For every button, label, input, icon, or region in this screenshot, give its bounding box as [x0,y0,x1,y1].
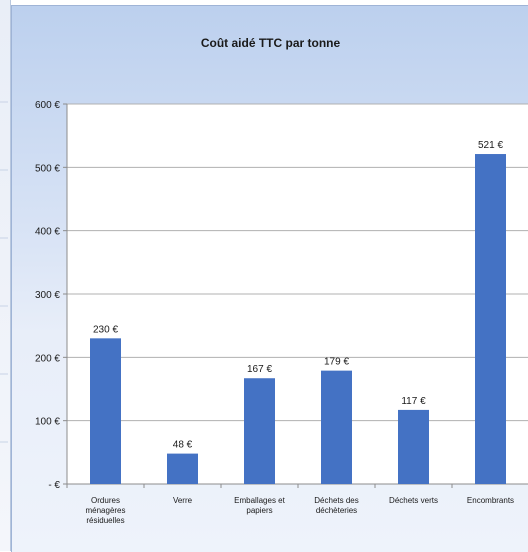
bar [90,338,121,484]
bar [475,154,506,485]
bar [321,370,352,484]
x-tick-label: papiers [246,506,272,515]
bar-value-label: 48 € [173,440,193,451]
x-tick-label: déchèteries [316,506,357,515]
x-tick-label: résiduelles [86,516,124,525]
y-tick-label: 600 € [35,100,60,111]
bar-value-label: 521 € [478,140,503,151]
bar [398,409,429,484]
x-tick-label: Encombrants [467,496,514,505]
x-tick-label: Emballages et [234,496,285,505]
bar-value-label: 230 € [93,324,118,335]
y-tick-label: 300 € [35,290,60,301]
bar-value-label: 117 € [401,396,426,407]
y-tick-label: - € [48,480,60,491]
x-tick-label: ménagères [85,506,125,515]
y-tick-label: 200 € [35,353,60,364]
chart-frame: Coût aidé TTC par tonne - € 100 € 200 € 300… [11,5,528,552]
y-tick-label: 400 € [35,227,60,238]
bar-value-label: 167 € [247,364,272,375]
bar [244,378,275,484]
chart-title: Coût aidé TTC par tonne [200,36,341,50]
bar-value-label: 179 € [324,357,349,368]
left-window-strip [0,0,11,551]
x-tick-label: Déchets des [314,496,358,505]
bar-chart: - € 100 € 200 € 300 € 400 € 500 € 600 € 230 € Or… [35,100,528,525]
left-strip-ticks [0,101,8,443]
x-tick-label: Ordures [91,496,120,505]
x-tick-label: Verre [173,496,193,505]
bar [167,453,198,484]
y-tick-label: 500 € [35,163,60,174]
y-tick-label: 100 € [35,417,60,428]
x-tick-label: Déchets verts [389,496,438,505]
